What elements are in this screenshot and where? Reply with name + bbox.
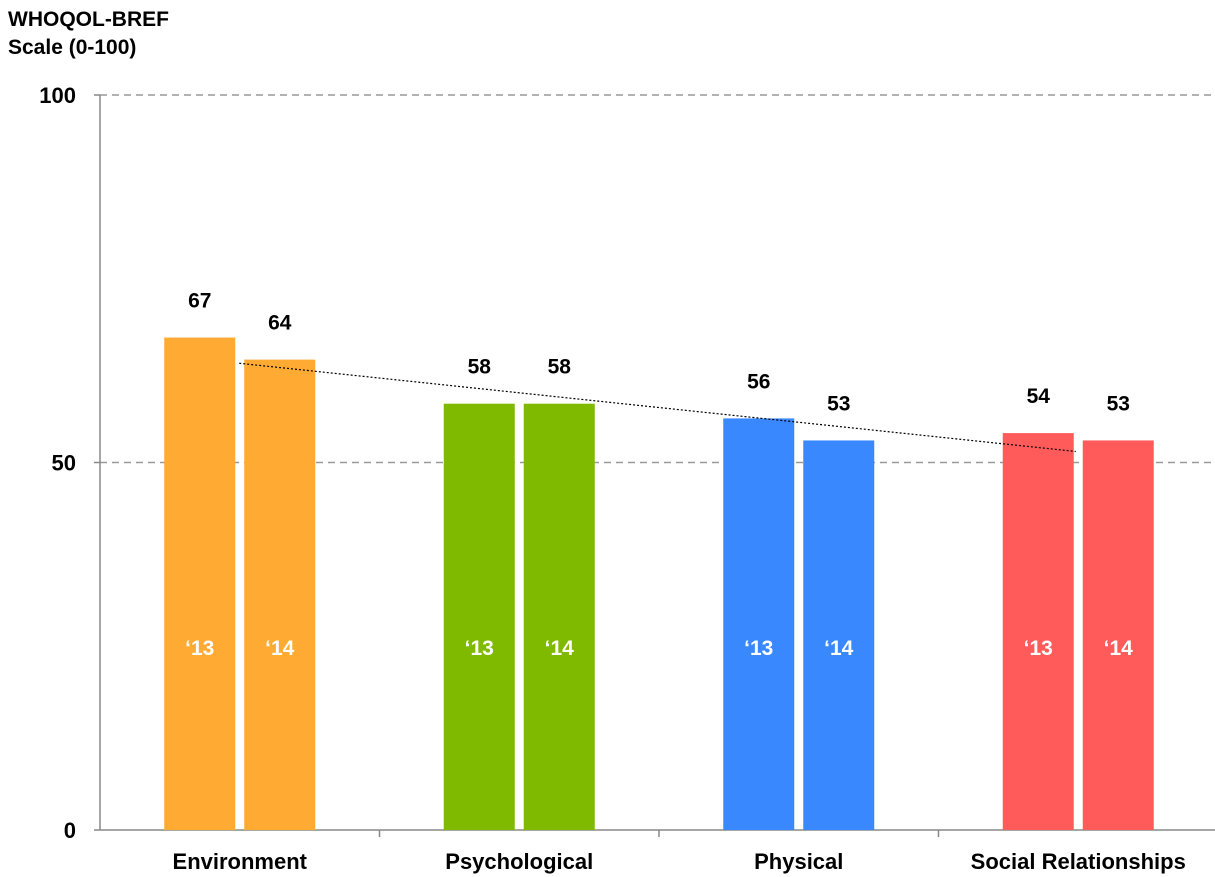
bar	[803, 440, 875, 830]
y-tick-label: 50	[52, 451, 76, 476]
y-axis-title: WHOQOL-BREF Scale (0-100)	[8, 6, 169, 62]
series-label: ‘14	[1104, 637, 1134, 660]
y-tick-label: 100	[39, 83, 76, 108]
data-label: 53	[827, 392, 850, 415]
bar	[164, 337, 236, 830]
x-tick-label: Physical	[754, 849, 843, 874]
bar	[443, 403, 515, 830]
series-label: ‘13	[465, 637, 494, 660]
data-label: 54	[1027, 385, 1051, 408]
series-label: ‘14	[824, 637, 854, 660]
series-label: ‘14	[545, 637, 575, 660]
x-tick-label: Environment	[173, 849, 308, 874]
bar	[1002, 433, 1074, 830]
data-label: 58	[468, 356, 492, 379]
x-tick-label: Psychological	[445, 849, 593, 874]
bar	[1082, 440, 1154, 830]
data-label: 53	[1107, 392, 1130, 415]
bar	[244, 359, 316, 830]
data-label: 58	[548, 356, 572, 379]
y-tick-label: 0	[64, 818, 76, 843]
data-label: 67	[188, 290, 211, 313]
series-label: ‘13	[744, 637, 773, 660]
series-label: ‘13	[1024, 637, 1053, 660]
x-tick-label: Social Relationships	[971, 849, 1186, 874]
series-label: ‘13	[185, 637, 214, 660]
data-label: 64	[268, 312, 292, 335]
y-axis-title-line-1: WHOQOL-BREF	[8, 8, 169, 31]
trend-line	[239, 362, 1076, 453]
bar	[723, 418, 795, 830]
y-axis-title-line-2: Scale (0-100)	[8, 36, 137, 59]
bar	[523, 403, 595, 830]
data-label: 56	[747, 370, 770, 393]
series-label: ‘14	[265, 637, 295, 660]
